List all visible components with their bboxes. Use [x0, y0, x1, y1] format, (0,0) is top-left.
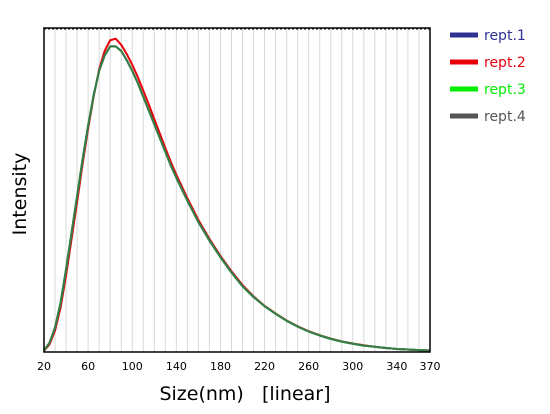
x-tick-label: 180 [210, 360, 231, 373]
plot-frame [43, 27, 431, 353]
x-tick-label: 60 [81, 360, 95, 373]
x-axis-label: Size(nm) [linear] [159, 383, 330, 405]
series-line-rept.3 [43, 45, 431, 352]
series-line-rept.2 [43, 37, 431, 352]
y-axis-label: Intensity [9, 153, 31, 236]
legend-label: rept.3 [484, 82, 526, 98]
x-tick-label: 340 [386, 360, 407, 373]
series-line-rept.4 [43, 45, 431, 352]
series-line-rept.1 [43, 45, 431, 352]
x-tick-label: 300 [342, 360, 363, 373]
series-layer [43, 37, 431, 352]
x-tick-label: 20 [37, 360, 51, 373]
x-tick-labels: 20 60 100 140 180 220 260 300 340 370 [37, 360, 441, 373]
x-tick-label: 370 [420, 360, 441, 373]
legend: rept.1 rept.2 rept.3 rept.4 [450, 28, 526, 125]
x-tick-label: 100 [122, 360, 143, 373]
x-tick-label: 220 [254, 360, 275, 373]
x-tick-label: 140 [166, 360, 187, 373]
grid-layer [44, 28, 431, 352]
legend-label: rept.1 [484, 28, 526, 44]
x-tick-label: 260 [298, 360, 319, 373]
legend-label: rept.4 [484, 109, 526, 125]
legend-label: rept.2 [484, 55, 526, 71]
